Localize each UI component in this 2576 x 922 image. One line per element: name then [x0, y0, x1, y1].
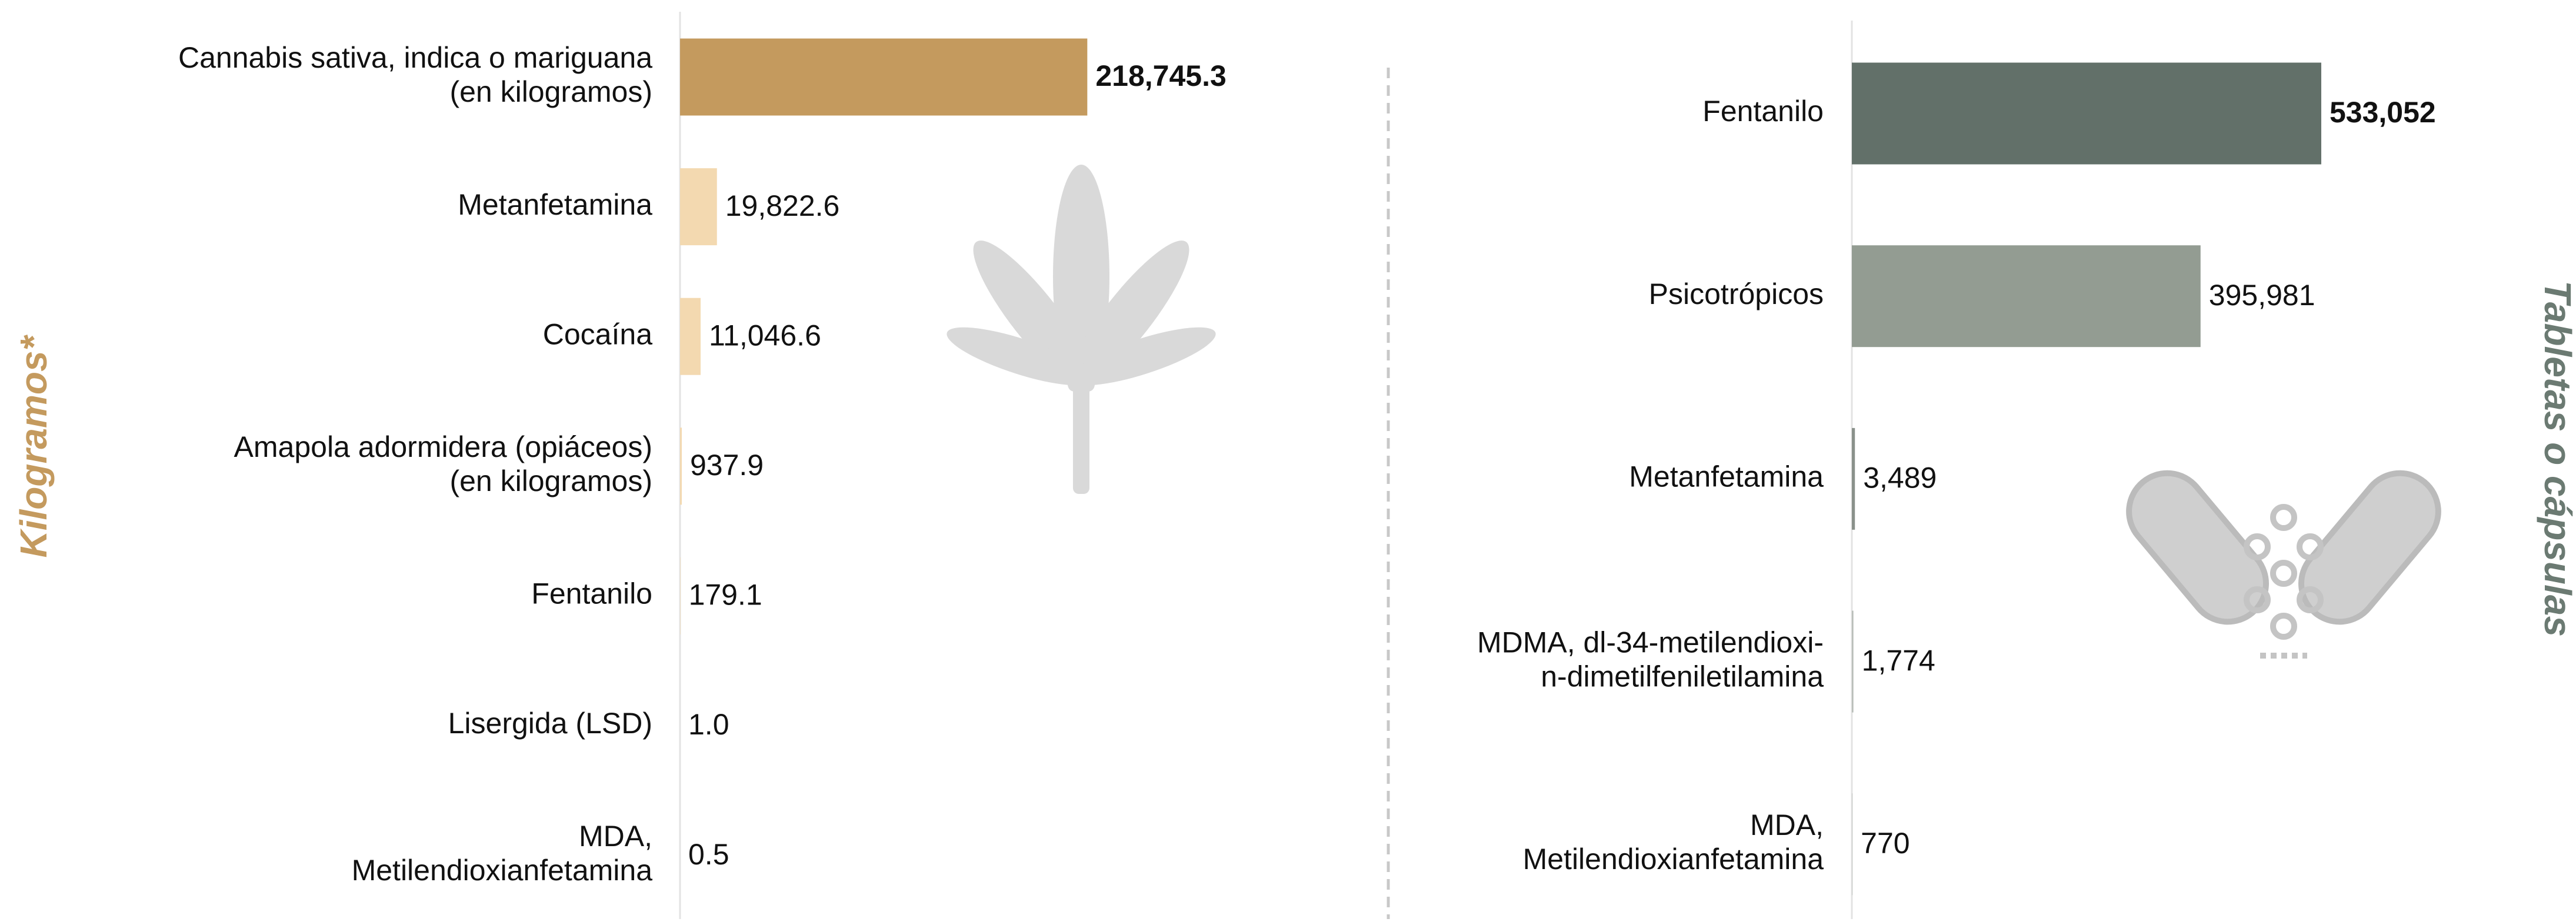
axis-title: Kilogramos* [12, 334, 55, 557]
value-label: 218,745.3 [1095, 59, 1226, 92]
value-label: 1,774 [1862, 644, 1935, 677]
bar [680, 427, 682, 505]
category-label: MDMA, dl-34-metilendioxi- [1477, 626, 1824, 659]
bar [680, 39, 1087, 116]
category-label: Metanfetamina [1629, 460, 1824, 493]
bar [1852, 428, 1855, 530]
value-label: 0.5 [688, 838, 729, 871]
value-label: 19,822.6 [725, 189, 840, 222]
category-label: Metilendioxianfetamina [1523, 843, 1824, 876]
category-label: (en kilogramos) [449, 75, 652, 108]
value-label: 179.1 [689, 579, 762, 612]
bar [680, 557, 681, 634]
category-label: n-dimetilfeniletilamina [1541, 660, 1824, 693]
value-label: 395,981 [2209, 279, 2315, 312]
category-label: Metilendioxianfetamina [352, 854, 653, 887]
category-label: Fentanilo [1702, 95, 1824, 128]
category-label: Psicotrópicos [1649, 278, 1824, 310]
value-label: 937.9 [690, 449, 764, 482]
value-label: 770 [1861, 827, 1909, 860]
bar [680, 168, 717, 245]
value-label: 533,052 [2330, 96, 2436, 129]
value-label: 1.0 [688, 708, 729, 741]
category-label: Lisergida (LSD) [448, 707, 652, 740]
category-label: Cannabis sativa, indica o mariguana [178, 41, 652, 74]
axis-title: Tabletas o cápsulas [2537, 280, 2576, 637]
category-label: MDA, [1750, 809, 1824, 841]
category-label: (en kilogramos) [449, 465, 652, 497]
cannabis-icon [941, 165, 1221, 494]
category-label: MDA, [579, 820, 652, 853]
bar [1852, 245, 2201, 347]
bar [1852, 63, 2321, 165]
category-label: Metanfetamina [458, 188, 652, 221]
category-label: Cocaína [543, 318, 652, 350]
bar [680, 298, 701, 375]
value-label: 11,046.6 [709, 319, 821, 352]
bar [1852, 611, 1854, 713]
category-label: Amapola adormidera (opiáceos) [234, 430, 652, 463]
pill-icon [2114, 457, 2454, 656]
category-label: Fentanilo [531, 577, 652, 610]
value-label: 3,489 [1863, 462, 1937, 495]
